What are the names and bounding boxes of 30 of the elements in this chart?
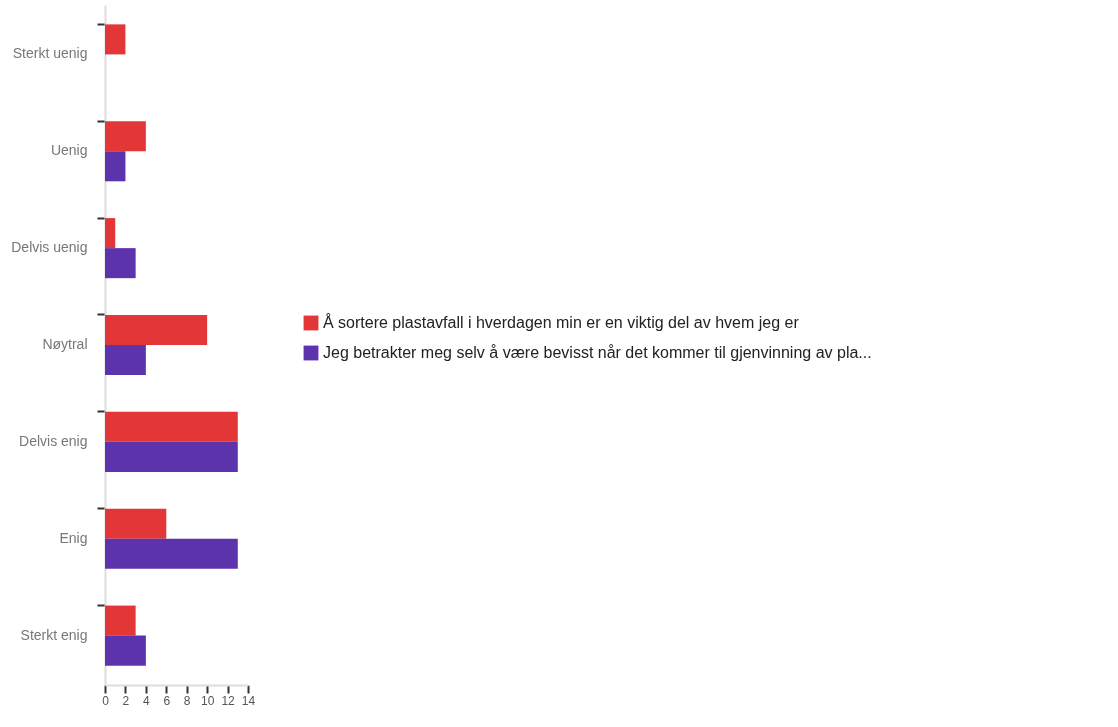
bar xyxy=(105,121,146,152)
y-tick-label: Enig xyxy=(59,529,88,546)
y-tick-label: Uenig xyxy=(50,142,88,159)
y-tick-label: Sterkt uenig xyxy=(12,45,88,62)
y-tick-label: Sterkt enig xyxy=(20,626,88,643)
y-tick-label: Delvis enig xyxy=(19,432,88,449)
x-tick-label: 6 xyxy=(163,693,171,708)
bar xyxy=(105,218,116,249)
x-tick-label: 8 xyxy=(183,693,191,708)
y-tick-label: Delvis uenig xyxy=(11,239,88,256)
y-tick-label: Nøytral xyxy=(42,336,88,352)
x-tick-label: 0 xyxy=(102,693,110,708)
bar xyxy=(105,314,208,345)
x-tick-label: 4 xyxy=(143,693,151,708)
x-tick-label: 12 xyxy=(221,693,236,708)
x-tick-label: 10 xyxy=(200,693,215,708)
legend-label: Å sortere plastavfall i hverdagen min er en viktig del av hvem jeg er xyxy=(323,313,800,331)
legend-label: Jeg betrakter meg selv å være bevisst når det kommer til gjenvinning av pla... xyxy=(323,344,872,361)
bar xyxy=(105,605,136,636)
x-tick-label: 2 xyxy=(122,693,130,708)
bar xyxy=(105,345,146,376)
bar xyxy=(105,411,238,442)
bar xyxy=(105,508,167,539)
bar xyxy=(105,24,126,55)
bar xyxy=(105,151,126,182)
x-tick-label: 14 xyxy=(241,693,256,708)
bar xyxy=(105,441,238,472)
bar xyxy=(105,248,136,279)
bar xyxy=(105,635,146,666)
bar xyxy=(105,538,238,569)
